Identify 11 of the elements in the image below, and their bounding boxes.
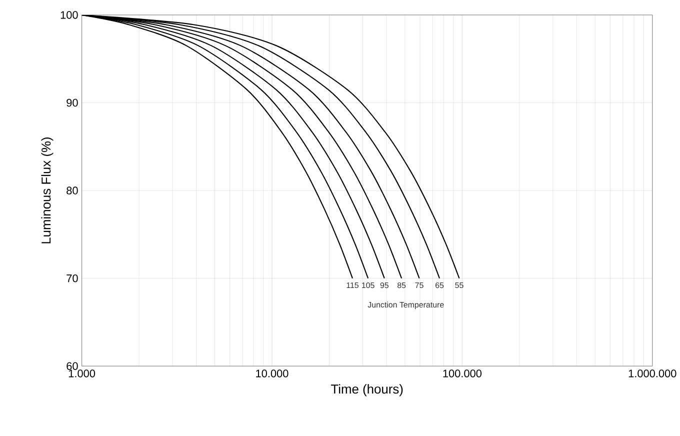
x-axis-title: Time (hours)	[331, 384, 403, 396]
y-tick-label: 70	[66, 274, 78, 282]
x-tick-label: 1.000	[68, 370, 96, 378]
y-tick-label: 90	[66, 98, 78, 107]
x-tick-label: 100.000	[443, 370, 482, 378]
y-tick-label: 80	[66, 186, 78, 194]
x-tick-label: 10.000	[256, 370, 288, 378]
y-tick-label: 100	[60, 11, 78, 19]
y-axis-title: Luminous Flux (%)	[41, 138, 54, 244]
x-tick-label: 1.000.000	[628, 370, 676, 378]
y-tick-label: 60	[66, 362, 78, 370]
